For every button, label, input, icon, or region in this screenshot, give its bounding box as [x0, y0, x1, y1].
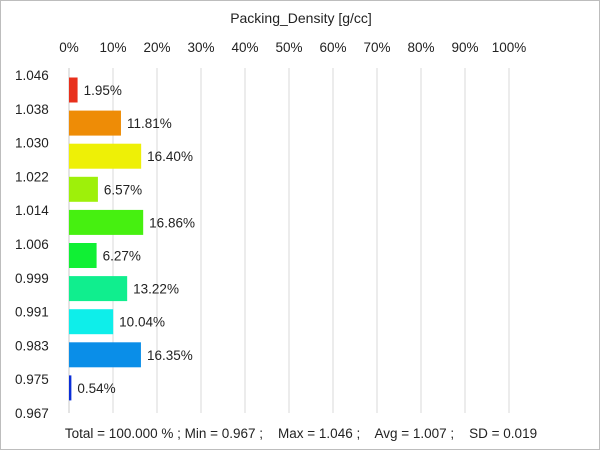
bar-value-label: 11.81%	[127, 116, 172, 131]
x-tick-label: 50%	[275, 40, 302, 55]
bar	[69, 143, 142, 169]
y-tick-label: 1.006	[15, 237, 49, 252]
bar-value-label: 6.57%	[104, 182, 142, 197]
bar-value-label: 0.54%	[77, 381, 115, 396]
bar	[69, 176, 98, 202]
x-tick-label: 10%	[99, 40, 126, 55]
bar	[69, 209, 144, 235]
x-tick-label: 80%	[407, 40, 434, 55]
x-tick-label: 60%	[319, 40, 346, 55]
bar-value-label: 10.04%	[119, 315, 165, 330]
y-tick-label: 1.046	[15, 68, 49, 83]
y-axis-ticks: 1.046 1.038 1.030 1.022 1.014 1.006 0.999 0.991…	[15, 68, 49, 421]
bar	[69, 243, 97, 268]
bar	[69, 375, 72, 401]
y-tick-label: 1.014	[15, 203, 49, 218]
y-tick-label: 0.967	[15, 406, 49, 421]
y-tick-label: 1.022	[15, 169, 49, 184]
y-tick-label: 1.030	[15, 136, 49, 151]
x-tick-label: 0%	[59, 40, 79, 55]
bar-labels: 1.95% 11.81% 16.40% 6.57% 16.86% 6.27% 13.22% 1…	[77, 83, 195, 396]
y-tick-label: 0.991	[15, 305, 49, 320]
bars	[69, 77, 144, 401]
bar	[69, 342, 141, 368]
stats-footer: Total = 100.000 % ; Min = 0.967 ; Max = …	[65, 426, 537, 441]
bar	[69, 309, 114, 335]
y-tick-label: 1.038	[15, 102, 49, 117]
bar	[69, 77, 78, 103]
bar-value-label: 16.40%	[147, 149, 193, 164]
y-tick-label: 0.999	[15, 271, 49, 286]
bar-value-label: 16.86%	[149, 215, 195, 230]
chart-title: Packing_Density [g/cc]	[230, 10, 372, 26]
y-tick-label: 0.983	[15, 338, 49, 353]
bar-value-label: 1.95%	[84, 83, 122, 98]
x-tick-label: 30%	[187, 40, 214, 55]
y-tick-label: 0.975	[15, 372, 49, 387]
x-tick-label: 90%	[451, 40, 478, 55]
x-tick-label: 40%	[231, 40, 258, 55]
bar-value-label: 16.35%	[147, 348, 193, 363]
bar-value-label: 6.27%	[103, 249, 141, 264]
bar	[69, 110, 121, 136]
x-tick-label: 70%	[363, 40, 390, 55]
x-tick-label: 20%	[143, 40, 170, 55]
bar-value-label: 13.22%	[133, 282, 179, 297]
x-axis-ticks: 0% 10% 20% 30% 40% 50% 60% 70% 80% 90% 100%	[59, 40, 526, 55]
x-tick-label: 100%	[492, 40, 527, 55]
bar	[69, 276, 128, 302]
